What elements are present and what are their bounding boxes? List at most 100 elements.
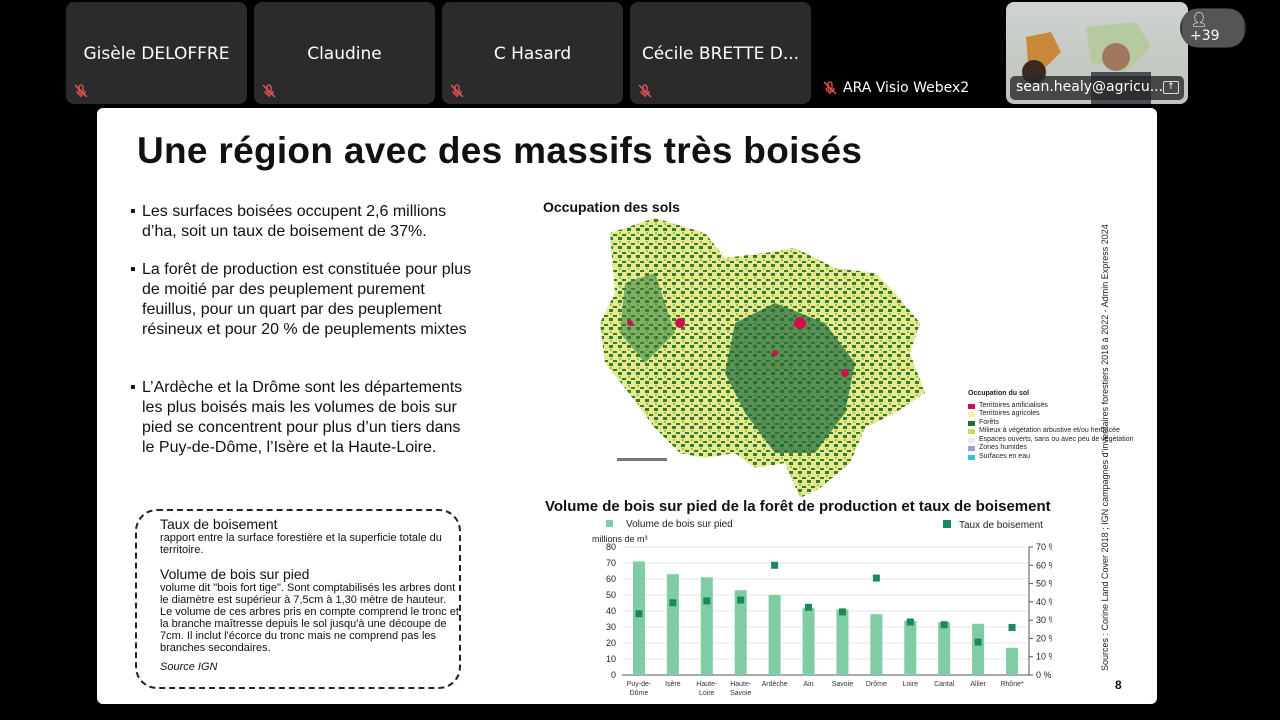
bullet: La forêt de production est constituée po… xyxy=(130,260,475,340)
x-tick-label: Allier xyxy=(970,681,986,688)
x-tick-label: Loire xyxy=(903,681,919,688)
bar-Ardèche xyxy=(768,595,781,675)
legend-label: Territoires agricoles xyxy=(979,410,1040,417)
legend-label-taux: Taux de boisement xyxy=(959,520,1043,531)
overflow-count: +39 xyxy=(1190,28,1220,44)
legend-swatch xyxy=(968,437,975,443)
participant-name: Claudine xyxy=(307,44,382,64)
point-Haute-Loire xyxy=(703,597,711,605)
x-tick-label: Rhône* xyxy=(1000,681,1024,688)
y-axis-label: millions de m³ xyxy=(592,534,648,544)
bar-Cantal xyxy=(938,622,951,675)
point-Ain xyxy=(805,603,813,611)
x-tick-label: Cantal xyxy=(934,681,955,688)
bar-Drôme xyxy=(870,614,883,675)
participants-overflow-button[interactable]: 👤︎ +39 xyxy=(1180,8,1246,48)
y-tick-label: 40 xyxy=(606,606,616,616)
x-tick-label: Ardèche xyxy=(762,681,788,688)
term: Volume de bois sur pied xyxy=(160,566,310,582)
legend-label: Territoires artificialisés xyxy=(979,401,1048,409)
point-Savoie xyxy=(838,608,846,616)
y-tick-label: 50 xyxy=(606,590,616,600)
share-icon[interactable]: ↑ xyxy=(1163,81,1179,94)
bar-Ain xyxy=(802,607,815,675)
participant-name: sean.healy@agricu... xyxy=(1016,79,1164,95)
bar-Allier xyxy=(972,623,985,675)
legend-swatch xyxy=(968,454,975,460)
point-Cantal xyxy=(940,621,948,629)
x-tick-label: Loire xyxy=(699,690,715,697)
legend-swatch-taux xyxy=(943,520,951,528)
active-video-tile[interactable]: sean.healy@agricu... ↑ xyxy=(1006,2,1188,104)
legend-item: Forêts xyxy=(968,419,1134,428)
bar-Loire xyxy=(904,620,917,675)
participant-name: C Hasard xyxy=(493,44,572,64)
source: Source IGN xyxy=(160,661,218,673)
map-title: Occupation des sols xyxy=(543,199,680,215)
y2-tick-label: 60 % xyxy=(1036,560,1052,570)
participant-name: ARA Visio Webex2 xyxy=(843,80,970,96)
legend-item: Territoires agricoles xyxy=(968,410,1134,419)
y2-tick-label: 10 % xyxy=(1036,652,1052,662)
bar-Isère xyxy=(666,574,679,675)
page-number: 8 xyxy=(1115,678,1122,692)
legend-item: Zones humides xyxy=(968,444,1134,453)
bullet: L’Ardèche et la Drôme sont les départeme… xyxy=(130,378,475,458)
legend-label: Espaces ouverts, sans ou avec peu de vég… xyxy=(979,435,1134,443)
legend-item: Espaces ouverts, sans ou avec peu de vég… xyxy=(968,436,1134,445)
point-Allier xyxy=(974,638,982,646)
point-Ardèche xyxy=(771,561,779,569)
legend-item: Territoires artificialisés xyxy=(968,402,1134,411)
muted-mic-icon xyxy=(823,81,837,95)
sources-note: Sources : Corine Land Cover 2018 ; IGN c… xyxy=(1100,224,1110,671)
bar-Savoie xyxy=(836,609,849,675)
x-tick-label: Ain xyxy=(803,681,813,688)
y-tick-label: 80 xyxy=(606,542,616,552)
participant-name: Gisèle DELOFFRE xyxy=(83,44,230,64)
y-tick-label: 60 xyxy=(606,574,616,584)
y-tick-label: 20 xyxy=(606,638,616,648)
definitions-box: Taux de boisement rapport entre la surfa… xyxy=(135,509,461,689)
y2-tick-label: 50 % xyxy=(1036,579,1052,589)
y2-tick-label: 40 % xyxy=(1036,597,1052,607)
x-tick-label: Dôme xyxy=(630,690,649,697)
y-tick-label: 0 xyxy=(611,670,616,680)
legend-label: Milieux à végétation arbustive et/ou her… xyxy=(979,427,1120,434)
legend-swatch xyxy=(968,446,975,451)
point-Isère xyxy=(669,599,677,607)
participant-tile[interactable]: C Hasard xyxy=(442,2,623,104)
y2-tick-label: 70 % xyxy=(1036,542,1052,552)
participant-tile[interactable]: Cécile BRETTE D... xyxy=(630,2,811,104)
legend-item: Surfaces en eau xyxy=(968,453,1134,462)
x-tick-label: Savoie xyxy=(730,690,752,697)
y2-tick-label: 30 % xyxy=(1036,615,1052,625)
x-tick-label: Haute- xyxy=(730,681,752,688)
bar-Rhône* xyxy=(1006,647,1019,675)
legend-label: Forêts xyxy=(979,418,999,426)
land-use-map xyxy=(600,218,925,498)
legend-swatch xyxy=(968,429,975,434)
participant-tile[interactable]: Claudine xyxy=(254,2,435,104)
definition: rapport entre la surface forestière et l… xyxy=(160,532,442,556)
bar-Haute-Loire xyxy=(700,577,713,675)
x-tick-label: Savoie xyxy=(832,681,854,688)
point-Puy-de-Dôme xyxy=(635,610,643,618)
participant-tile[interactable]: Gisèle DELOFFRE xyxy=(66,2,247,104)
map-legend: Occupation du sol Territoires artificial… xyxy=(968,390,1134,461)
x-tick-label: Drôme xyxy=(866,681,887,688)
bar-Haute-Savoie xyxy=(734,590,747,675)
muted-mic-icon xyxy=(450,84,464,98)
y2-tick-label: 20 % xyxy=(1036,633,1052,643)
x-tick-label: Puy-de- xyxy=(627,681,652,688)
x-tick-label: Isère xyxy=(665,681,681,688)
participant-name: Cécile BRETTE D... xyxy=(641,44,800,64)
audio-participant[interactable]: ARA Visio Webex2 xyxy=(823,80,969,96)
legend-title: Occupation du sol xyxy=(968,390,1030,397)
person-icon: 👤︎ xyxy=(1190,12,1208,28)
legend-swatch xyxy=(968,412,975,417)
muted-mic-icon xyxy=(262,84,276,98)
legend-swatch-volume xyxy=(606,520,613,527)
x-tick-label: Haute- xyxy=(696,681,718,688)
slide-title: Une région avec des massifs très boisés xyxy=(137,130,863,171)
chart-title: Volume de bois sur pied de la forêt de p… xyxy=(545,498,1051,515)
